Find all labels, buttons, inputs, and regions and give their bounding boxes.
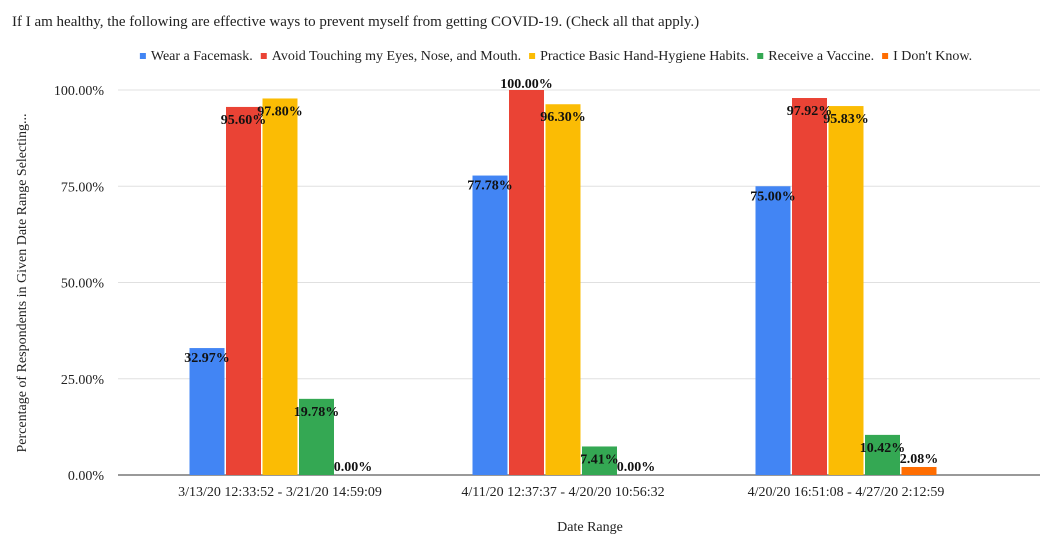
x-tick-label: 3/13/20 12:33:52 - 3/21/20 14:59:09 bbox=[178, 485, 382, 500]
y-tick-label: 75.00% bbox=[61, 180, 105, 195]
legend-swatch bbox=[882, 53, 889, 59]
bar bbox=[189, 348, 225, 475]
legend-item: Practice Basic Hand-Hygiene Habits. bbox=[529, 49, 749, 64]
data-label: 19.78% bbox=[294, 405, 340, 420]
bar bbox=[865, 434, 900, 475]
bar bbox=[472, 175, 508, 475]
legend: Wear a Facemask. Avoid Touching my Eyes, … bbox=[139, 49, 972, 64]
bar bbox=[828, 106, 864, 475]
data-label: 77.78% bbox=[467, 179, 513, 194]
bar bbox=[755, 186, 791, 475]
data-label: 97.92% bbox=[787, 104, 833, 119]
legend-label: I Don't Know. bbox=[893, 49, 972, 64]
bar bbox=[509, 90, 544, 475]
legend-item: I Don't Know. bbox=[882, 49, 972, 64]
y-tick-label: 100.00% bbox=[54, 84, 105, 99]
data-label: 96.30% bbox=[540, 110, 586, 125]
bar bbox=[792, 98, 827, 476]
data-label: 7.41% bbox=[580, 452, 619, 467]
legend-item: Receive a Vaccine. bbox=[757, 49, 874, 64]
data-label: 0.00% bbox=[617, 460, 656, 475]
data-label: 100.00% bbox=[500, 77, 553, 92]
bar bbox=[226, 106, 261, 475]
bars bbox=[189, 90, 937, 476]
legend-label: Receive a Vaccine. bbox=[768, 49, 874, 64]
bar bbox=[545, 104, 581, 476]
y-axis-label: Percentage of Respondents in Given Date … bbox=[15, 113, 30, 452]
data-label: 32.97% bbox=[184, 351, 230, 366]
legend-swatch bbox=[139, 53, 146, 59]
data-label: 95.60% bbox=[221, 113, 267, 128]
bar bbox=[262, 98, 298, 475]
y-tick-label: 0.00% bbox=[68, 469, 105, 484]
legend-label: Avoid Touching my Eyes, Nose, and Mouth. bbox=[272, 49, 521, 64]
legend-item: Wear a Facemask. bbox=[139, 49, 253, 64]
x-tick-label: 4/11/20 12:37:37 - 4/20/20 10:56:32 bbox=[461, 485, 664, 500]
data-label: 75.00% bbox=[750, 189, 796, 204]
legend-swatch bbox=[529, 53, 536, 59]
legend-label: Practice Basic Hand-Hygiene Habits. bbox=[540, 49, 749, 64]
legend-item: Avoid Touching my Eyes, Nose, and Mouth. bbox=[260, 49, 521, 64]
data-label: 97.80% bbox=[257, 104, 303, 119]
x-axis-ticks: 3/13/20 12:33:52 - 3/21/20 14:59:09 4/11/… bbox=[178, 485, 944, 500]
data-label: 2.08% bbox=[900, 452, 939, 467]
y-axis-ticks: 0.00% 25.00% 50.00% 75.00% 100.00% bbox=[54, 84, 105, 484]
bar bbox=[299, 398, 334, 475]
bar bbox=[901, 466, 937, 475]
legend-label: Wear a Facemask. bbox=[151, 49, 253, 64]
data-label: 10.42% bbox=[860, 441, 906, 456]
chart-title: If I am healthy, the following are effec… bbox=[12, 14, 699, 30]
bar bbox=[582, 446, 617, 475]
legend-swatch bbox=[260, 53, 267, 59]
x-axis-label: Date Range bbox=[557, 520, 623, 535]
data-label: 0.00% bbox=[334, 460, 373, 475]
legend-swatch bbox=[757, 53, 764, 59]
y-tick-label: 25.00% bbox=[61, 373, 105, 388]
data-labels: 32.97% 95.60%97.80% 19.78% 0.00% 77.78% 100.0… bbox=[184, 77, 938, 475]
data-label: 95.83% bbox=[823, 112, 869, 127]
x-tick-label: 4/20/20 16:51:08 - 4/27/20 2:12:59 bbox=[748, 485, 945, 500]
y-tick-label: 50.00% bbox=[61, 277, 105, 292]
